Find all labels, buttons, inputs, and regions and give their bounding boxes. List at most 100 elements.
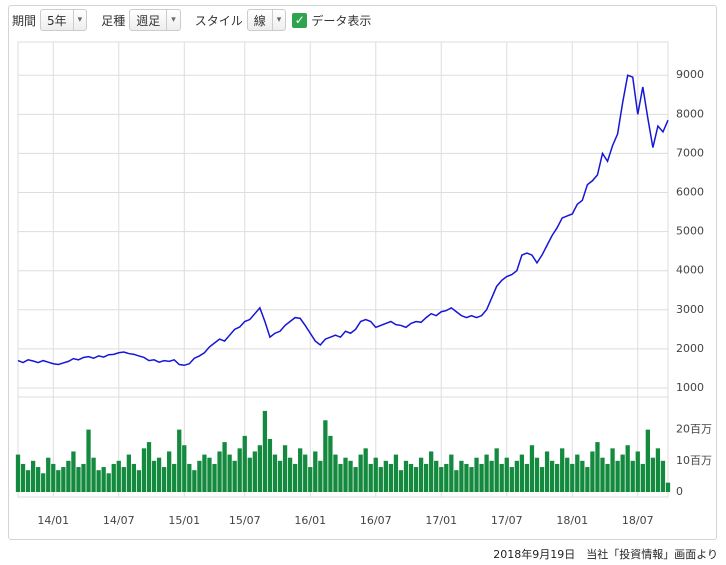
volume-bar [560,448,565,492]
volume-bar [585,467,590,492]
volume-bar [383,460,388,492]
volume-bar [605,463,610,492]
volume-bar [167,451,172,492]
y-tick-label: 8000 [676,107,704,120]
bar-label: 足種 [101,13,126,28]
volume-bar [262,410,268,492]
volume-bar [232,460,237,492]
volume-bar [237,448,242,492]
volume-bar [76,467,81,492]
volume-bar [348,460,353,492]
volume-bar [136,470,142,492]
volume-bar [187,463,192,492]
volume-bar [323,420,328,492]
period-label: 期間 [12,13,37,28]
volume-bar [227,454,232,492]
volume-bar [257,445,263,492]
volume-bar [444,463,449,492]
x-tick-label: 18/01 [556,514,588,527]
volume-bar [620,454,625,492]
volume-bar [71,451,76,492]
y-tick-label: 3000 [676,303,704,316]
volume-bar [267,438,273,492]
volume-bar [106,473,111,492]
volume-bar [177,429,182,492]
x-tick-label: 17/01 [425,514,457,527]
volume-bar [610,448,615,492]
volume-bar [30,460,36,492]
bar-select[interactable]: 週足 ▾ [129,9,181,31]
volume-bar [212,463,217,492]
volume-bar [116,460,121,492]
volume-bar [418,457,424,492]
volume-bar [252,451,257,492]
volume-bar [650,457,656,492]
dropdown-arrow: ▾ [72,10,87,30]
volume-bar [459,460,464,492]
volume-bar [534,457,540,492]
volume-bar [544,451,550,492]
volume-bar [272,454,278,492]
y-tick-label: 5000 [676,225,704,238]
volume-bar [439,467,444,492]
volume-bar [449,454,454,492]
volume-bar [15,454,21,492]
volume-bar [514,460,519,492]
volume-bar [161,467,167,492]
x-tick-label: 16/01 [294,514,326,527]
price-line [17,74,669,367]
volume-bar [91,457,96,492]
data-label: データ表示 [311,13,372,28]
x-tick-label: 15/01 [168,514,200,527]
style-select[interactable]: 線 ▾ [246,9,287,31]
volume-bar [242,435,247,492]
toolbar: 期間 5年 ▾ 足種 週足 ▾ スタイル 線 ▾ ✓ データ表示 [12,9,371,31]
volume-bar [303,454,308,492]
data-checkbox[interactable]: ✓ [292,12,308,28]
style-label: スタイル [194,13,243,28]
volume-bar [36,467,41,492]
volume-bar [378,467,383,492]
volume-bar [81,463,86,492]
volume-bar [539,467,545,492]
y-tick-label: 7000 [676,146,704,159]
volume-bar [469,467,474,492]
volume-bar [46,457,51,492]
volume-bar [353,467,358,492]
volume-bar [182,445,187,492]
volume-bar [479,463,484,492]
x-tick-label: 14/07 [103,514,135,527]
period-select[interactable]: 5年 ▾ [40,9,88,31]
volume-bar [590,451,595,492]
volume-bar [247,457,252,492]
x-tick-label: 18/07 [622,514,654,527]
volume-bar [358,454,363,492]
dropdown-arrow: ▾ [271,10,286,30]
volume-bar [388,463,394,492]
volume-bar [25,470,31,492]
volume-bar [292,463,298,492]
volume-bar [156,457,162,492]
plot-frame [17,41,669,498]
y-tick-label: 9000 [676,68,704,81]
volume-bar [56,470,61,492]
volume-bar [580,460,585,492]
volume-bar [338,463,343,492]
volume-bar [615,460,620,492]
chart: 14/01 14/07 15/01 15/07 16/01 16/07 17/01 17/07… [15,41,712,527]
x-tick-label: 17/07 [491,514,523,527]
volume-bar [328,435,333,492]
volume-bar [41,473,46,492]
volume-bar [217,451,222,492]
volume-bar [625,445,630,492]
volume-bar [665,482,671,492]
volume-bar [51,463,56,492]
volume-bar [504,457,509,492]
y-tick-label: 20百万 [676,423,712,436]
style-value: 線 [253,13,266,28]
volume-bar [66,460,71,492]
volume-bar [549,460,555,492]
volume-bar [151,460,157,492]
volume-bar [368,463,373,492]
